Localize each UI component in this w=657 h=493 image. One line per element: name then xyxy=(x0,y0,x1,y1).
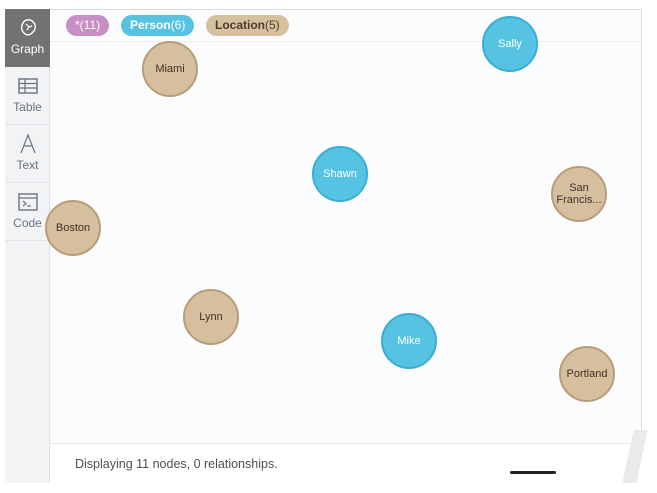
node-label: Sally xyxy=(498,38,522,50)
graph-view-label: Graph xyxy=(10,42,45,56)
status-bar: Displaying 11 nodes, 0 relationships. xyxy=(50,443,642,483)
all-labels-count: (11) xyxy=(79,18,101,32)
graph-node-shawn[interactable]: Shawn xyxy=(312,146,368,202)
text-icon xyxy=(19,133,36,154)
code-icon xyxy=(17,193,38,211)
text-view-button[interactable]: Text xyxy=(5,125,50,183)
person-label-count: (6) xyxy=(170,18,186,32)
graph-view-button[interactable]: Graph xyxy=(5,9,50,67)
table-view-label: Table xyxy=(13,100,42,114)
table-icon xyxy=(17,78,38,94)
status-text: Displaying 11 nodes, 0 relationships. xyxy=(75,457,278,471)
graph-node-boston[interactable]: Boston xyxy=(45,200,101,256)
graph-node-san-francisco[interactable]: San Francis... xyxy=(551,166,607,222)
text-view-label: Text xyxy=(16,158,39,172)
view-sidebar: Graph Table Text Code xyxy=(5,9,50,483)
location-label-count: (5) xyxy=(265,18,280,32)
node-label: Lynn xyxy=(199,311,223,323)
graph-node-portland[interactable]: Portland xyxy=(559,346,615,402)
node-label: Boston xyxy=(55,222,91,234)
graph-node-sally[interactable]: Sally xyxy=(482,16,538,72)
code-view-button[interactable]: Code xyxy=(5,183,50,241)
person-label-name: Person xyxy=(130,18,171,32)
graph-node-lynn[interactable]: Lynn xyxy=(183,289,239,345)
graph-icon xyxy=(20,19,36,36)
node-label: Shawn xyxy=(323,168,357,180)
location-label-name: Location xyxy=(215,18,265,32)
location-label-pill[interactable]: Location(5) xyxy=(206,15,289,36)
person-label-pill[interactable]: Person(6) xyxy=(121,15,195,36)
resize-handle[interactable] xyxy=(510,471,556,474)
graph-node-miami[interactable]: Miami xyxy=(142,41,198,97)
all-labels-pill[interactable]: *(11) xyxy=(66,15,110,36)
all-labels-name: * xyxy=(75,18,80,32)
table-view-button[interactable]: Table xyxy=(5,67,50,125)
graph-node-mike[interactable]: Mike xyxy=(381,313,437,369)
node-label: Miami xyxy=(155,63,185,75)
node-label: Mike xyxy=(397,335,421,347)
result-frame xyxy=(5,9,642,483)
code-view-label: Code xyxy=(13,216,42,230)
legend-divider xyxy=(50,41,642,42)
node-label: Portland xyxy=(566,368,608,380)
node-label: San Francis... xyxy=(556,182,602,206)
